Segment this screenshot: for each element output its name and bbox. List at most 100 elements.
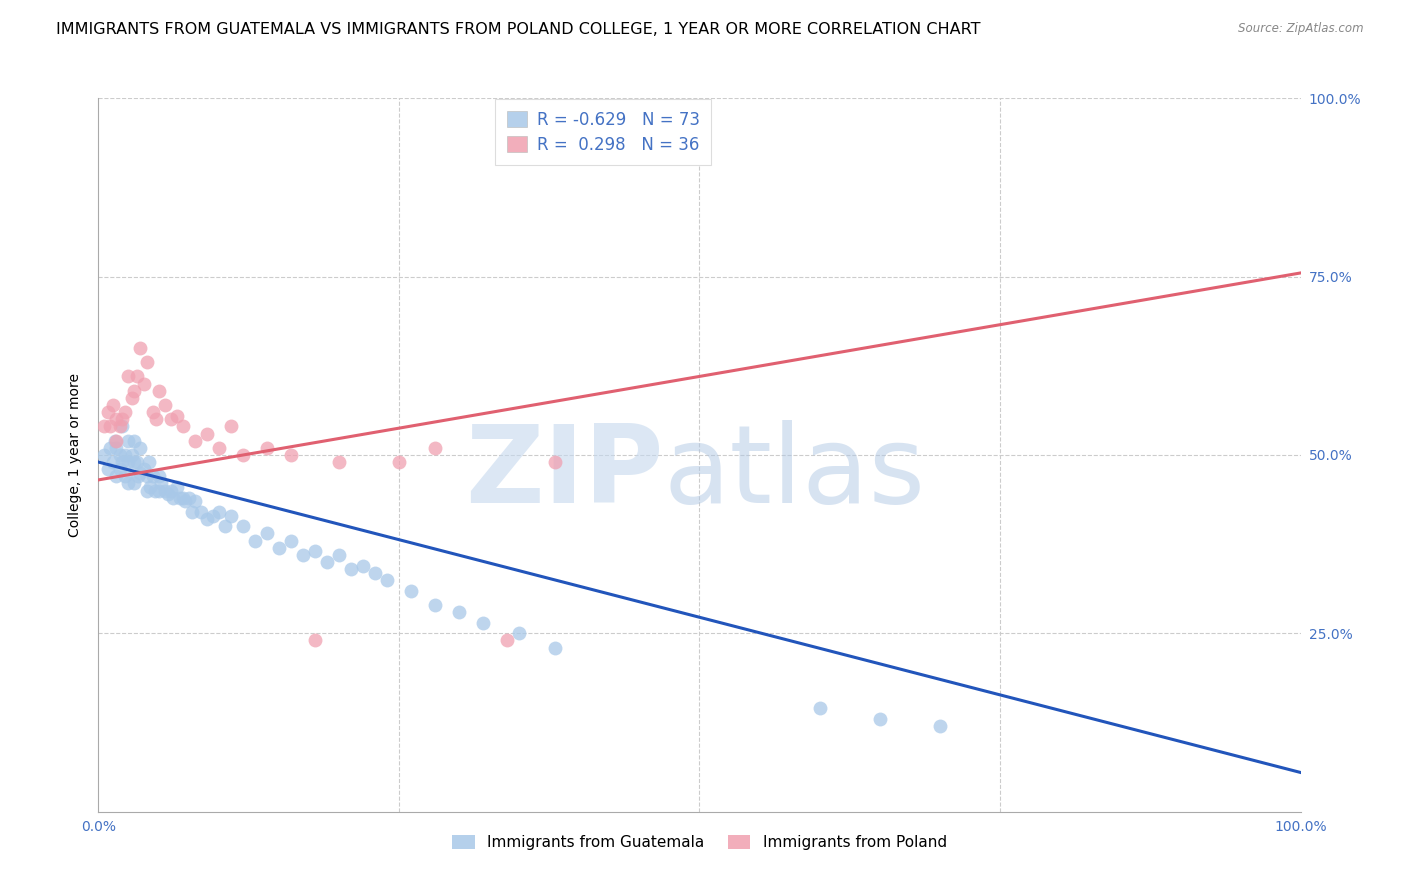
Point (104, 434, 127, 448)
Text: Source: ZipAtlas.com: Source: ZipAtlas.com (1239, 22, 1364, 36)
Point (375, 573, 398, 587)
Point (166, 409, 188, 423)
Text: ZIP: ZIP (465, 420, 664, 525)
Point (148, 469, 170, 483)
Point (232, 448, 254, 462)
Point (201, 508, 224, 523)
Point (544, 455, 567, 469)
Point (166, 480, 188, 494)
Point (105, 441, 128, 455)
Point (117, 434, 139, 448)
Point (141, 405, 163, 419)
Point (93, 419, 115, 434)
Point (195, 426, 218, 441)
Point (153, 483, 176, 498)
Point (124, 455, 146, 469)
Point (190, 505, 212, 519)
Point (124, 434, 146, 448)
Point (172, 419, 194, 434)
Point (291, 548, 314, 562)
Point (149, 476, 172, 491)
Point (340, 562, 363, 576)
Point (153, 398, 176, 412)
Point (129, 466, 152, 480)
Point (101, 398, 124, 412)
Point (208, 441, 231, 455)
Point (127, 469, 149, 483)
Point (364, 566, 387, 580)
Point (157, 487, 180, 501)
Point (304, 544, 326, 558)
Point (928, 719, 950, 733)
Point (117, 455, 139, 469)
Point (174, 494, 197, 508)
Point (100, 419, 122, 434)
Point (328, 455, 350, 469)
Point (135, 355, 157, 369)
Point (135, 483, 157, 498)
Point (214, 519, 236, 533)
Point (132, 376, 155, 391)
Point (169, 491, 191, 505)
Point (399, 583, 422, 598)
Point (172, 491, 194, 505)
Point (267, 541, 290, 555)
Point (159, 412, 181, 426)
Point (219, 419, 242, 434)
Point (97, 462, 120, 476)
Point (105, 434, 128, 448)
Point (124, 384, 146, 398)
Y-axis label: College, 1 year or more: College, 1 year or more (69, 373, 83, 537)
Point (141, 469, 163, 483)
Point (111, 455, 134, 469)
Point (496, 633, 519, 648)
Point (256, 526, 278, 541)
Point (352, 558, 374, 573)
Point (472, 615, 495, 630)
Point (183, 434, 205, 448)
Point (129, 341, 152, 355)
Point (208, 505, 231, 519)
Text: IMMIGRANTS FROM GUATEMALA VS IMMIGRANTS FROM POLAND COLLEGE, 1 YEAR OR MORE CORR: IMMIGRANTS FROM GUATEMALA VS IMMIGRANTS … (56, 22, 981, 37)
Point (232, 519, 254, 533)
Point (100, 441, 122, 455)
Point (243, 533, 266, 548)
Point (544, 640, 567, 655)
Point (195, 512, 218, 526)
Point (388, 455, 411, 469)
Point (423, 441, 446, 455)
Point (304, 633, 326, 648)
Point (280, 448, 302, 462)
Point (869, 712, 891, 726)
Point (808, 701, 831, 715)
Point (508, 626, 530, 640)
Point (162, 491, 184, 505)
Point (138, 455, 160, 469)
Legend: Immigrants from Guatemala, Immigrants from Poland: Immigrants from Guatemala, Immigrants fr… (444, 827, 955, 857)
Point (139, 480, 162, 494)
Point (114, 405, 136, 419)
Point (135, 469, 157, 483)
Point (114, 469, 136, 483)
Point (105, 412, 128, 426)
Point (423, 598, 446, 612)
Point (111, 412, 134, 426)
Point (183, 494, 205, 508)
Point (117, 369, 139, 384)
Point (125, 369, 148, 384)
Point (132, 462, 155, 476)
Point (219, 508, 242, 523)
Point (143, 483, 166, 498)
Point (105, 469, 128, 483)
Point (159, 483, 181, 498)
Point (129, 441, 152, 455)
Point (148, 483, 170, 498)
Point (256, 441, 278, 455)
Point (97, 405, 120, 419)
Point (181, 505, 204, 519)
Point (101, 455, 124, 469)
Point (125, 455, 148, 469)
Point (117, 476, 139, 491)
Point (108, 448, 131, 462)
Point (315, 555, 337, 569)
